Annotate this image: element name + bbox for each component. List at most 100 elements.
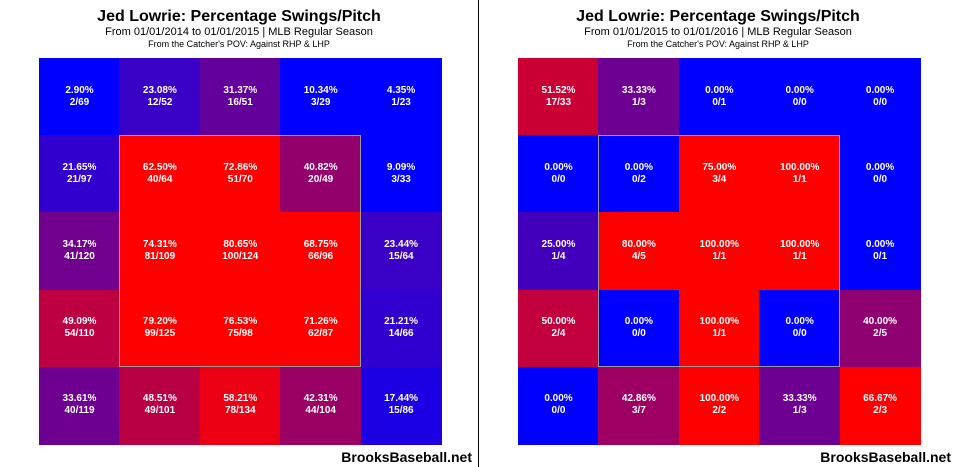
- cell-count: 12/52: [147, 96, 173, 108]
- heatmap-cell: 80.00% 4/5: [598, 212, 680, 291]
- heatmap-grid: 51.52% 17/33 33.33% 1/3 0.00% 0/1 0.00% 0/0 0.00…: [518, 58, 921, 445]
- cell-percentage: 100.00%: [699, 316, 740, 328]
- cell-percentage: 0.00%: [624, 161, 654, 173]
- cell-percentage: 0.00%: [785, 84, 814, 96]
- cell-count: 99/125: [144, 328, 176, 340]
- chart-pov-note: From the Catcher's POV: Against RHP & LH…: [627, 39, 809, 49]
- cell-percentage: 4.35%: [386, 84, 416, 96]
- chart-subtitle: From 01/01/2014 to 01/01/2015 | MLB Regu…: [105, 26, 373, 38]
- cell-percentage: 21.65%: [62, 161, 97, 173]
- cell-count: 1/3: [792, 405, 807, 417]
- cell-percentage: 62.50%: [142, 161, 177, 173]
- cell-count: 3/7: [631, 405, 646, 417]
- cell-percentage: 0.00%: [705, 84, 734, 96]
- cell-percentage: 66.67%: [863, 393, 898, 405]
- cell-count: 3/29: [310, 96, 331, 108]
- cell-percentage: 40.82%: [303, 161, 338, 173]
- chart-subtitle: From 01/01/2015 to 01/01/2016 | MLB Regu…: [584, 26, 852, 38]
- cell-percentage: 0.00%: [544, 393, 573, 405]
- cell-percentage: 76.53%: [223, 316, 258, 328]
- cell-count: 0/2: [631, 173, 646, 185]
- cell-count: 0/0: [873, 173, 888, 185]
- heatmap-cell: 79.20% 99/125: [119, 289, 201, 368]
- cell-percentage: 0.00%: [865, 238, 895, 250]
- cell-count: 2/69: [69, 96, 90, 108]
- chart-pov-note: From the Catcher's POV: Against RHP & LH…: [148, 39, 330, 49]
- heatmap-cell: 80.65% 100/124: [199, 212, 281, 291]
- heatmap-cell: 100.00% 1/1: [678, 212, 760, 291]
- cell-percentage: 100.00%: [779, 161, 820, 173]
- cell-count: 3/33: [391, 173, 411, 185]
- cell-percentage: 71.26%: [303, 316, 338, 328]
- cell-percentage: 9.09%: [386, 161, 416, 173]
- heatmap-cell: 0.00% 0/0: [839, 135, 921, 214]
- cell-count: 15/64: [388, 250, 414, 262]
- cell-percentage: 17.44%: [384, 393, 419, 405]
- chart-title: Jed Lowrie: Percentage Swings/Pitch: [97, 8, 381, 25]
- cell-count: 1/1: [712, 250, 727, 262]
- cell-count: 1/4: [551, 250, 566, 262]
- heatmap-cell: 48.51% 49/101: [119, 366, 201, 445]
- cell-percentage: 0.00%: [865, 161, 895, 173]
- heatmap-cell: 71.26% 62/87: [280, 289, 362, 368]
- cell-percentage: 0.00%: [544, 161, 573, 173]
- cell-count: 14/66: [388, 328, 414, 340]
- cell-count: 51/70: [227, 173, 253, 185]
- heatmap-cell: 33.33% 1/3: [598, 58, 680, 136]
- heatmap-cell: 100.00% 2/2: [678, 366, 760, 445]
- heatmap-cell: 0.00% 0/0: [759, 289, 841, 368]
- cell-percentage: 58.21%: [223, 393, 258, 405]
- heatmap-cell: 31.37% 16/51: [199, 58, 281, 136]
- heatmap-cell: 100.00% 1/1: [759, 135, 841, 214]
- cell-count: 40/64: [147, 173, 173, 185]
- cell-percentage: 75.00%: [702, 161, 737, 173]
- heatmap-cell: 0.00% 0/1: [839, 212, 921, 291]
- cell-count: 40/119: [64, 405, 95, 417]
- heatmap-cell: 49.09% 54/110: [39, 289, 120, 368]
- cell-count: 66/96: [308, 250, 334, 262]
- heatmap-cell: 0.00% 0/0: [518, 366, 599, 445]
- cell-count: 4/5: [631, 250, 646, 262]
- cell-count: 2/5: [873, 328, 888, 340]
- cell-count: 1/1: [792, 173, 807, 185]
- heatmap-cell: 17.44% 15/86: [360, 366, 442, 445]
- watermark: BrooksBaseball.net: [341, 449, 472, 465]
- cell-count: 1/1: [712, 328, 727, 340]
- cell-percentage: 100.00%: [779, 238, 820, 250]
- cell-count: 0/1: [712, 96, 727, 108]
- heatmap-cell: 10.34% 3/29: [280, 58, 362, 136]
- cell-percentage: 31.37%: [223, 84, 258, 96]
- cell-count: 3/4: [712, 173, 727, 185]
- cell-count: 2/4: [551, 328, 566, 340]
- heatmap-cell: 50.00% 2/4: [518, 289, 599, 368]
- cell-percentage: 100.00%: [699, 238, 740, 250]
- heatmap-cell: 0.00% 0/1: [678, 58, 760, 136]
- heatmap-cell: 0.00% 0/0: [598, 289, 680, 368]
- cell-count: 21/97: [66, 173, 93, 185]
- cell-count: 44/104: [305, 405, 336, 417]
- heatmap-cell: 0.00% 0/0: [839, 58, 921, 136]
- cell-count: 2/2: [712, 405, 727, 417]
- cell-percentage: 42.31%: [303, 393, 338, 405]
- cell-percentage: 51.52%: [541, 84, 576, 96]
- cell-count: 100/124: [222, 250, 259, 262]
- cell-percentage: 33.61%: [62, 393, 97, 405]
- heatmap-grid: 2.90% 2/69 23.08% 12/52 31.37% 16/51 10.34% 3/2…: [39, 58, 442, 445]
- cell-percentage: 80.65%: [223, 238, 258, 250]
- heatmap-cell: 100.00% 1/1: [678, 289, 760, 368]
- cell-count: 41/120: [64, 250, 95, 262]
- cell-count: 0/0: [631, 328, 646, 340]
- heatmap-cell: 33.33% 1/3: [759, 366, 841, 445]
- heatmap-cell: 58.21% 78/134: [199, 366, 281, 445]
- cell-percentage: 23.08%: [142, 84, 177, 96]
- cell-count: 75/98: [227, 328, 253, 340]
- cell-count: 81/109: [144, 250, 176, 262]
- cell-count: 0/1: [873, 250, 888, 262]
- cell-percentage: 72.86%: [223, 161, 258, 173]
- cell-count: 1/3: [631, 96, 646, 108]
- heatmap-cell: 72.86% 51/70: [199, 135, 281, 214]
- cell-percentage: 80.00%: [621, 238, 656, 250]
- cell-count: 54/110: [64, 328, 95, 340]
- cell-percentage: 50.00%: [541, 316, 576, 328]
- cell-count: 0/0: [873, 96, 888, 108]
